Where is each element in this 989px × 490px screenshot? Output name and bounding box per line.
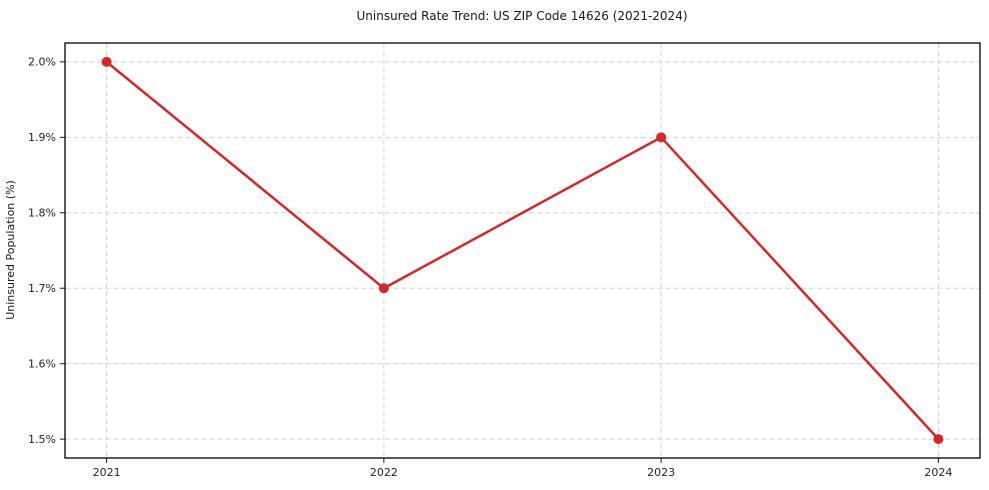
x-tick-label: 2022 (370, 466, 398, 479)
plot-border (64, 42, 981, 459)
y-tick-label: 1.7% (28, 282, 56, 295)
data-point-2021 (101, 56, 112, 67)
y-tick-label: 1.9% (28, 131, 56, 144)
y-tick-label: 1.5% (28, 433, 56, 446)
grid-layer (65, 43, 980, 458)
x-tick-label: 2021 (93, 466, 121, 479)
data-point-2022 (378, 283, 389, 294)
axis-tick-layer: 1.5% 1.6% 1.7% 1.8% 1.9% 2.0% 2021 2022 2023 2024 (28, 56, 952, 479)
x-tick-label: 2024 (924, 466, 952, 479)
chart-title: Uninsured Rate Trend: US ZIP Code 14626 … (356, 9, 687, 23)
series-layer (101, 56, 944, 445)
y-tick-label: 1.6% (28, 358, 56, 371)
x-tick-label: 2023 (647, 466, 675, 479)
y-axis-label: Uninsured Population (%) (4, 180, 17, 320)
y-tick-label: 1.8% (28, 207, 56, 220)
y-tick-label: 2.0% (28, 56, 56, 69)
data-point-2023 (656, 132, 667, 143)
data-point-2024 (933, 434, 944, 445)
trend-line (105, 60, 940, 441)
